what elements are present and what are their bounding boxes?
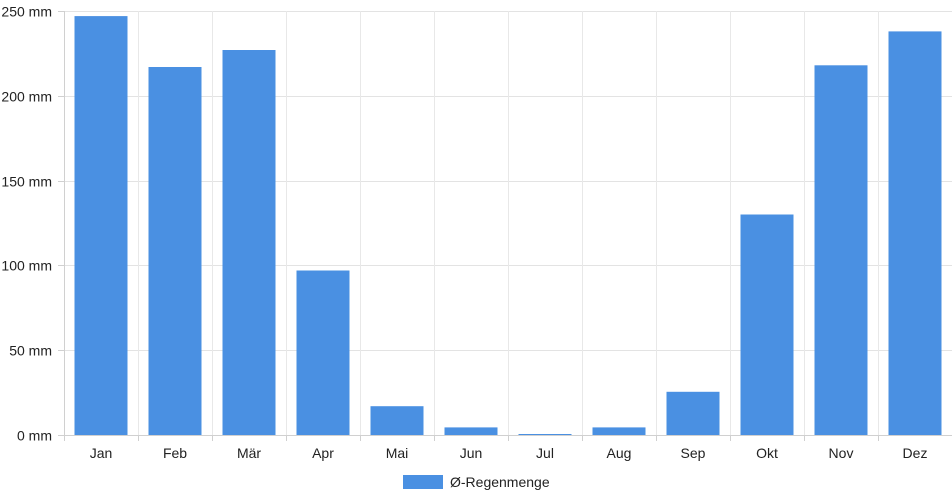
y-tick-label: 250 mm — [1, 4, 52, 20]
x-tick-label: Jul — [536, 445, 554, 461]
x-tick-label: Jun — [460, 445, 483, 461]
bar-okt — [740, 214, 794, 435]
bar-aug — [592, 427, 646, 435]
y-axis-ticks: 0 mm 50 mm 100 mm 150 mm 200 mm 250 mm — [1, 4, 52, 444]
bar-jun — [444, 427, 498, 435]
bars — [74, 16, 942, 436]
legend[interactable]: Ø-Regenmenge — [403, 474, 550, 490]
grid-lines — [64, 11, 952, 436]
bar-mär — [222, 50, 276, 435]
bar-jan — [74, 16, 128, 435]
bar-jul — [518, 434, 572, 435]
legend-swatch — [403, 475, 443, 489]
bar-apr — [296, 270, 350, 435]
x-tick-label: Mär — [237, 445, 261, 461]
bar-nov — [814, 65, 868, 436]
x-tick-label: Jan — [90, 445, 113, 461]
legend-label: Ø-Regenmenge — [450, 474, 550, 490]
x-tick-label: Sep — [681, 445, 706, 461]
y-tick-label: 200 mm — [1, 89, 52, 105]
x-tick-label: Feb — [163, 445, 187, 461]
x-tick-label: Apr — [312, 445, 334, 461]
x-tick-label: Dez — [903, 445, 928, 461]
y-tick-label: 100 mm — [1, 258, 52, 274]
y-tick-label: 50 mm — [9, 343, 52, 359]
axes — [58, 11, 952, 441]
x-axis-ticks: Jan Feb Mär Apr Mai Jun Jul Aug Sep Okt Nov Dez — [90, 445, 928, 461]
x-tick-label: Okt — [756, 445, 778, 461]
bar-mai — [370, 406, 424, 435]
x-tick-label: Nov — [829, 445, 854, 461]
x-tick-label: Mai — [386, 445, 409, 461]
y-tick-label: 0 mm — [17, 428, 52, 444]
bar-sep — [666, 391, 720, 435]
x-tick-label: Aug — [607, 445, 632, 461]
y-tick-label: 150 mm — [1, 174, 52, 190]
bar-feb — [148, 67, 202, 435]
bar-dez — [888, 31, 942, 436]
